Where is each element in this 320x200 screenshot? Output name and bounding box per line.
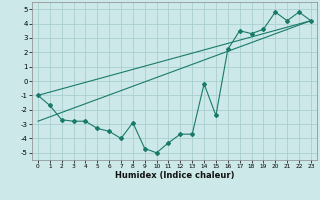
X-axis label: Humidex (Indice chaleur): Humidex (Indice chaleur): [115, 171, 234, 180]
